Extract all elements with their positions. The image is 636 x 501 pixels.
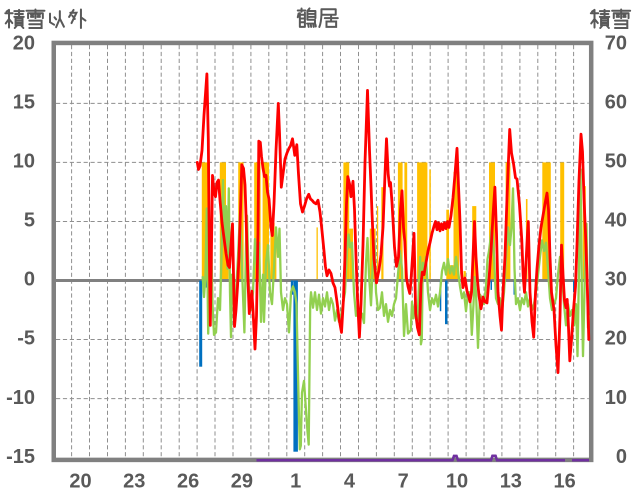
svg-text:23: 23 (123, 471, 145, 493)
svg-text:20: 20 (605, 328, 627, 350)
svg-text:50: 50 (605, 151, 627, 173)
svg-text:26: 26 (177, 471, 199, 493)
svg-text:10: 10 (605, 387, 627, 409)
svg-text:16: 16 (553, 471, 575, 493)
svg-text:70: 70 (605, 33, 627, 55)
svg-text:13: 13 (500, 471, 522, 493)
svg-text:7: 7 (398, 471, 409, 493)
svg-text:10: 10 (13, 151, 35, 173)
svg-text:4: 4 (344, 471, 356, 493)
svg-text:29: 29 (231, 471, 253, 493)
svg-text:-10: -10 (6, 387, 35, 409)
svg-text:5: 5 (24, 210, 35, 232)
svg-text:-5: -5 (17, 328, 35, 350)
svg-text:0: 0 (616, 446, 627, 468)
svg-text:1: 1 (290, 471, 301, 493)
svg-text:60: 60 (605, 92, 627, 114)
svg-text:-15: -15 (6, 446, 35, 468)
svg-text:20: 20 (13, 33, 35, 55)
svg-text:10: 10 (446, 471, 468, 493)
svg-text:40: 40 (605, 210, 627, 232)
svg-text:15: 15 (13, 92, 35, 114)
svg-text:20: 20 (69, 471, 91, 493)
svg-text:30: 30 (605, 269, 627, 291)
svg-text:0: 0 (24, 269, 35, 291)
